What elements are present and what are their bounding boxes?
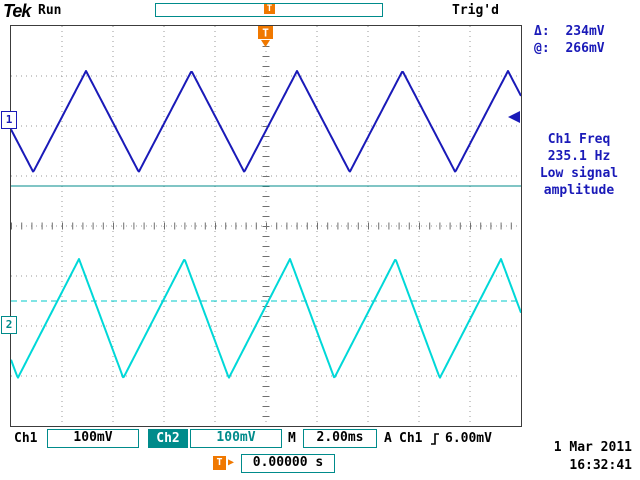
trigger-source: Ch1 — [399, 431, 423, 446]
graticule-grid — [11, 26, 521, 426]
measurement-warning-line2: amplitude — [543, 183, 615, 198]
acquisition-state: Run — [38, 3, 62, 18]
trigger-position-readout: 0.00000 s — [241, 454, 335, 473]
graticule: T — [10, 25, 522, 427]
timebase-label: M — [288, 431, 296, 446]
ch1-ground-marker: 1 — [1, 111, 17, 129]
waveform-display: T — [10, 26, 522, 426]
ch1-trace — [10, 70, 522, 173]
cursor-delta-readout: Δ: 234mV — [534, 24, 605, 39]
trigger-state: Trig'd — [452, 3, 499, 18]
cursor-delta-value: 234mV — [565, 24, 605, 39]
trigger-position-bar-marker: T — [264, 4, 275, 14]
cursor-at-label: @: — [534, 41, 550, 56]
measurement-warning-line1: Low signal — [539, 166, 619, 181]
trigger-arrow-icon: ▶ — [228, 457, 235, 468]
date-readout: 1 Mar 2011 — [553, 440, 632, 455]
time-readout: 16:32:41 — [569, 458, 632, 473]
ch1-label: Ch1 — [14, 431, 38, 446]
ch2-ground-marker: 2 — [1, 316, 17, 334]
trigger-position-bar: T — [155, 3, 383, 17]
cursor-at-value: 266mV — [565, 41, 605, 56]
trigger-position-marker-label: T — [262, 27, 269, 40]
rising-edge-icon — [431, 433, 439, 445]
trigger-position-marker-box — [258, 26, 273, 39]
cursor-delta-label: Δ: — [534, 24, 550, 39]
trigger-level-readout: 6.00mV — [445, 431, 492, 446]
trigger-position-marker: T — [258, 26, 273, 47]
ch1-scale-readout: 100mV — [47, 429, 139, 448]
ch2-scale-readout: 100mV — [190, 429, 282, 448]
ch2-label-chip: Ch2 — [148, 429, 188, 448]
trigger-level-arrow-icon[interactable] — [508, 111, 520, 123]
measurement-value: 235.1 Hz — [547, 149, 611, 164]
measurement-readout: Ch1 Freq 235.1 Hz Low signal amplitude — [520, 131, 638, 199]
measurement-source: Ch1 Freq — [547, 132, 611, 147]
timebase-readout: 2.00ms — [303, 429, 377, 448]
trigger-time-marker-chip: T — [213, 456, 226, 470]
trigger-position-arrow-icon — [261, 40, 270, 47]
trigger-prefix: A — [384, 431, 392, 446]
tek-logo: Tek — [3, 1, 31, 21]
ch2-trace — [10, 258, 522, 379]
cursor-at-readout: @: 266mV — [534, 41, 605, 56]
